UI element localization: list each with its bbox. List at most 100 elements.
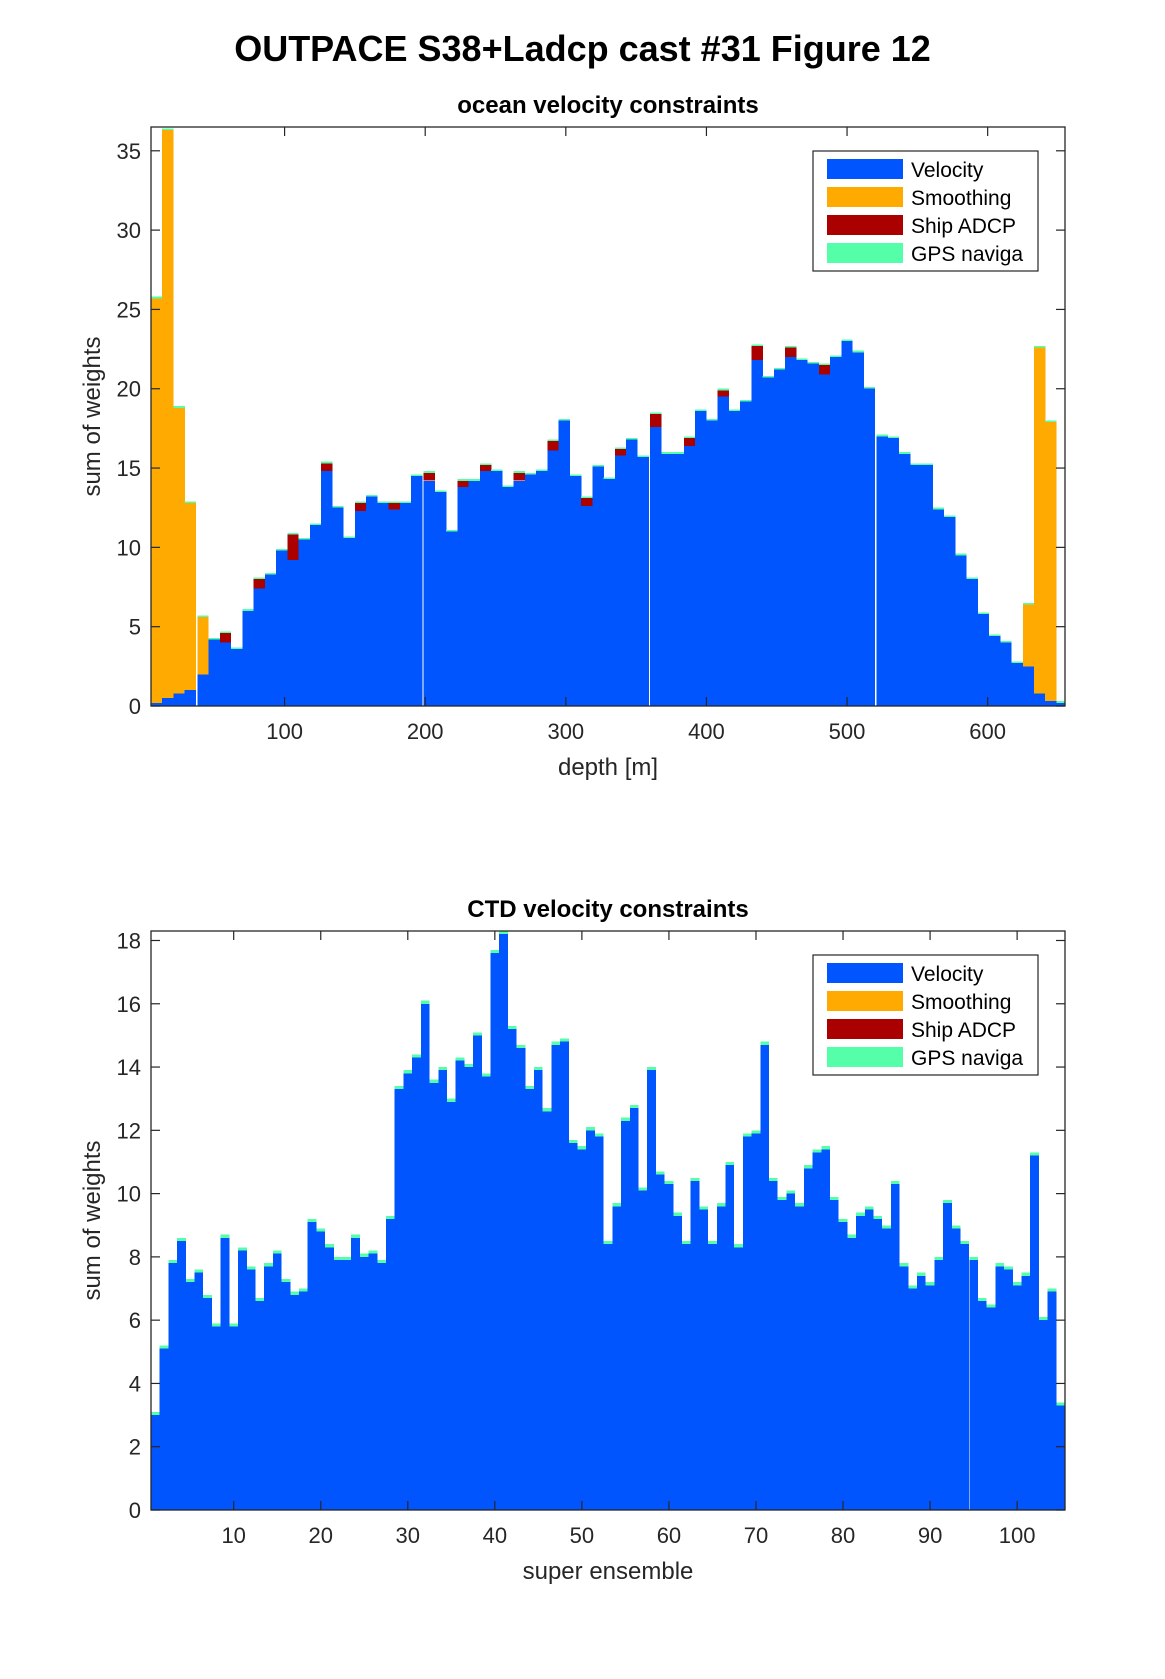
bar-gps-naviga [513, 471, 526, 473]
bar-velocity [673, 1215, 682, 1510]
bar-gps-naviga [255, 1298, 265, 1302]
legend-label: GPS naviga [911, 1047, 1023, 1070]
bar-velocity [177, 1241, 186, 1510]
bar-velocity [655, 1174, 665, 1510]
x-tick-label: 100 [266, 719, 303, 744]
bar-gps-naviga [534, 1067, 543, 1071]
bar-gps-naviga [638, 1187, 648, 1191]
bar-gps-naviga [751, 1130, 761, 1134]
bar-gps-naviga [925, 1282, 935, 1286]
bar-gps-naviga [683, 436, 696, 438]
bar-gps-naviga [558, 418, 571, 421]
legend-swatch [827, 991, 903, 1011]
bar-velocity [899, 453, 911, 706]
bar-velocity [812, 1152, 822, 1510]
bar-velocity [264, 1266, 273, 1510]
bar-gps-naviga [481, 1073, 491, 1077]
bar-gps-naviga [560, 1038, 569, 1042]
bar-gps-naviga [211, 1323, 221, 1327]
bar-gps-naviga [490, 949, 500, 954]
bar-gps-naviga [621, 1117, 630, 1121]
bar-velocity [917, 1275, 926, 1510]
bar-velocity [388, 509, 400, 706]
legend-label: Ship ADCP [911, 1019, 1016, 1042]
bar-gps-naviga [197, 615, 209, 618]
legend-label: Velocity [911, 159, 984, 182]
bar-velocity [1004, 1269, 1013, 1510]
bar-velocity [769, 1180, 778, 1510]
bar-gps-naviga [434, 490, 447, 492]
bar-gps-naviga [725, 1161, 735, 1166]
bar-velocity [856, 1215, 865, 1510]
y-tick-label: 2 [129, 1435, 141, 1460]
bar-velocity [734, 1247, 743, 1510]
bar-gps-naviga [342, 1256, 352, 1261]
bar-velocity [740, 401, 752, 706]
bar-gps-naviga [966, 577, 978, 580]
bar-velocity [479, 471, 492, 706]
bar-gps-naviga [1038, 1317, 1048, 1321]
bar-velocity [342, 1260, 352, 1510]
bar-gps-naviga [1021, 1272, 1031, 1276]
x-tick-label: 100 [999, 1523, 1036, 1548]
bar-gps-naviga [786, 1190, 796, 1194]
bar-gps-naviga [863, 387, 876, 389]
y-tick-label: 10 [117, 1182, 141, 1207]
bar-velocity [1011, 663, 1023, 706]
bar-velocity [287, 560, 299, 706]
bar-smoothing [1033, 347, 1046, 694]
bar-gps-naviga [943, 1199, 952, 1204]
y-tick-label: 8 [129, 1245, 141, 1270]
bar-velocity [760, 1044, 770, 1510]
bar-velocity [777, 1199, 787, 1510]
bar-ship-adcp [785, 347, 797, 358]
bar-velocity [932, 509, 945, 706]
bar-gps-naviga [890, 1180, 900, 1185]
bar-velocity [786, 1193, 796, 1510]
bar-velocity [699, 1209, 709, 1510]
bar-gps-naviga [423, 471, 436, 473]
bar-gps-naviga [647, 1067, 656, 1071]
bar-gps-naviga [655, 1171, 665, 1175]
bar-gps-naviga [507, 1025, 517, 1030]
bar-gps-naviga [446, 1098, 456, 1102]
bar-velocity [921, 464, 933, 706]
bar-velocity [1045, 701, 1057, 706]
bar-velocity [354, 510, 367, 706]
bar-gps-naviga [706, 418, 718, 421]
legend-swatch [827, 159, 903, 179]
bar-velocity [683, 445, 696, 706]
chart-title: CTD velocity constraints [467, 896, 748, 923]
x-axis-label: depth [m] [558, 754, 658, 781]
bar-gps-naviga [253, 577, 265, 580]
x-tick-label: 50 [570, 1523, 594, 1548]
bar-velocity [592, 466, 604, 706]
bar-gps-naviga [603, 477, 616, 480]
bar-velocity [637, 456, 649, 706]
legend-swatch [827, 187, 903, 207]
bar-velocity [887, 437, 900, 706]
bar-velocity [377, 1263, 387, 1510]
bar-gps-naviga [830, 355, 842, 358]
bar-gps-naviga [847, 1234, 857, 1238]
bar-velocity [977, 1301, 987, 1510]
bar-gps-naviga [229, 1323, 239, 1327]
bar-smoothing [1022, 604, 1035, 667]
bar-gps-naviga [807, 361, 819, 364]
bar-velocity [742, 1136, 752, 1510]
bar-velocity [399, 502, 412, 706]
bar-gps-naviga [873, 1215, 883, 1219]
bar-velocity [473, 1035, 482, 1510]
x-tick-label: 80 [831, 1523, 855, 1548]
bar-velocity [910, 464, 922, 706]
y-axis-label: sum of weights [79, 336, 106, 496]
bar-velocity [558, 420, 571, 706]
bar-gps-naviga [468, 479, 481, 481]
bar-velocity [863, 388, 876, 706]
bar-velocity [264, 574, 277, 706]
bar-gps-naviga [290, 1291, 299, 1295]
bar-velocity [253, 588, 265, 706]
bar-gps-naviga [852, 350, 864, 353]
bar-gps-naviga [502, 485, 514, 488]
